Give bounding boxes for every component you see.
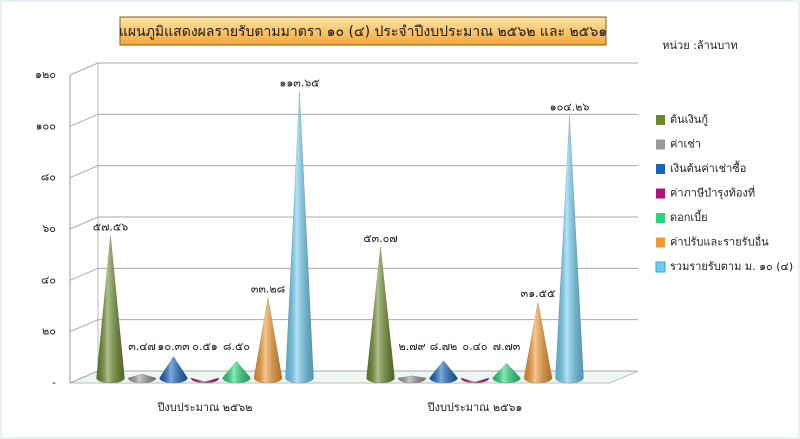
value-label: ๐.๔๐: [462, 340, 487, 353]
value-label: ๓๑.๕๕: [521, 287, 556, 300]
legend-swatch: [656, 115, 665, 125]
grid-line: [69, 216, 638, 230]
cone-shine: [524, 302, 552, 383]
value-label: ๕๗.๕๖: [93, 220, 128, 233]
legend-swatch: [656, 139, 665, 150]
legend-swatch: [656, 164, 665, 174]
grid-line: [69, 267, 638, 281]
value-label: ๓.๔๗: [128, 340, 156, 353]
grid-line: [69, 319, 638, 333]
x-tick-label: ปีงบประมาณ ๒๕๖๑: [427, 401, 523, 414]
cone-shine: [366, 246, 395, 383]
cone-shine: [96, 235, 125, 383]
y-tick-label: ๑๒๐: [35, 68, 56, 81]
legend-swatch: [656, 237, 665, 248]
y-tick-label: ๔๐: [41, 273, 56, 286]
cone-shine: [128, 374, 156, 383]
chart-title: แผนภูมิแสดงผลรายรับตามมาตรา ๑๐ (๔) ประจำ…: [119, 24, 607, 40]
cone-shine: [492, 363, 521, 383]
legend-label: ค่าเช่า: [670, 138, 701, 151]
legend-label: รวมรายรับตาม ม. ๑๐ (๔): [670, 260, 793, 273]
y-tick-label: ๖๐: [42, 222, 56, 235]
cone-shine: [429, 360, 458, 383]
cone-shine: [191, 378, 219, 383]
y-tick-label: ๑๐๐: [36, 119, 56, 132]
cone-shine: [222, 361, 251, 383]
title-box: [119, 16, 607, 46]
grid-line: [69, 165, 638, 179]
y-tick-label: ๘๐: [41, 171, 56, 184]
value-label: ๘.๗๒: [430, 340, 458, 353]
floor: [69, 370, 639, 384]
value-label: ๑๐๔.๒๖: [550, 100, 590, 113]
cone-shine: [159, 356, 188, 383]
y-tick-label: ๒๐: [42, 325, 56, 338]
y-tick-label: -: [52, 376, 56, 389]
legend-label: ค่าปรับและรายรับอื่น: [670, 234, 769, 249]
cone-shine: [254, 297, 282, 383]
legend-swatch: [655, 261, 666, 273]
cone-shine: [398, 375, 426, 383]
value-label: ๘.๕๐: [223, 340, 250, 353]
cone-shine: [285, 91, 314, 383]
value-label: ๕๓.๐๗: [363, 232, 397, 245]
legend-label: เงินต้นค่าเช่าซื้อ: [670, 160, 746, 175]
legend-label: ต้นเงินกู้: [670, 113, 708, 126]
legend-swatch: [656, 213, 665, 223]
value-label: ๑๐.๓๓: [157, 340, 189, 353]
cone-shine: [461, 378, 489, 383]
value-label: ๒.๗๙: [398, 340, 425, 353]
grid-line: [69, 62, 638, 76]
value-label: ๑๑๓.๖๕: [279, 76, 319, 89]
legend-label: ดอกเบี้ย: [670, 209, 708, 224]
legend-swatch: [656, 188, 665, 199]
value-label: ๐.๕๑: [192, 340, 218, 353]
x-tick-label: ปีงบประมาณ ๒๕๖๒: [156, 401, 252, 414]
value-label: ๓๓.๒๘: [251, 283, 285, 296]
unit-label: หน่วย :ล้านบาท: [662, 39, 737, 52]
cone-shine: [555, 115, 584, 384]
value-label: ๗.๗๓: [493, 340, 521, 353]
grid-line: [69, 113, 638, 127]
legend-label: ค่าภาษีบำรุงท้องที่: [670, 185, 755, 200]
